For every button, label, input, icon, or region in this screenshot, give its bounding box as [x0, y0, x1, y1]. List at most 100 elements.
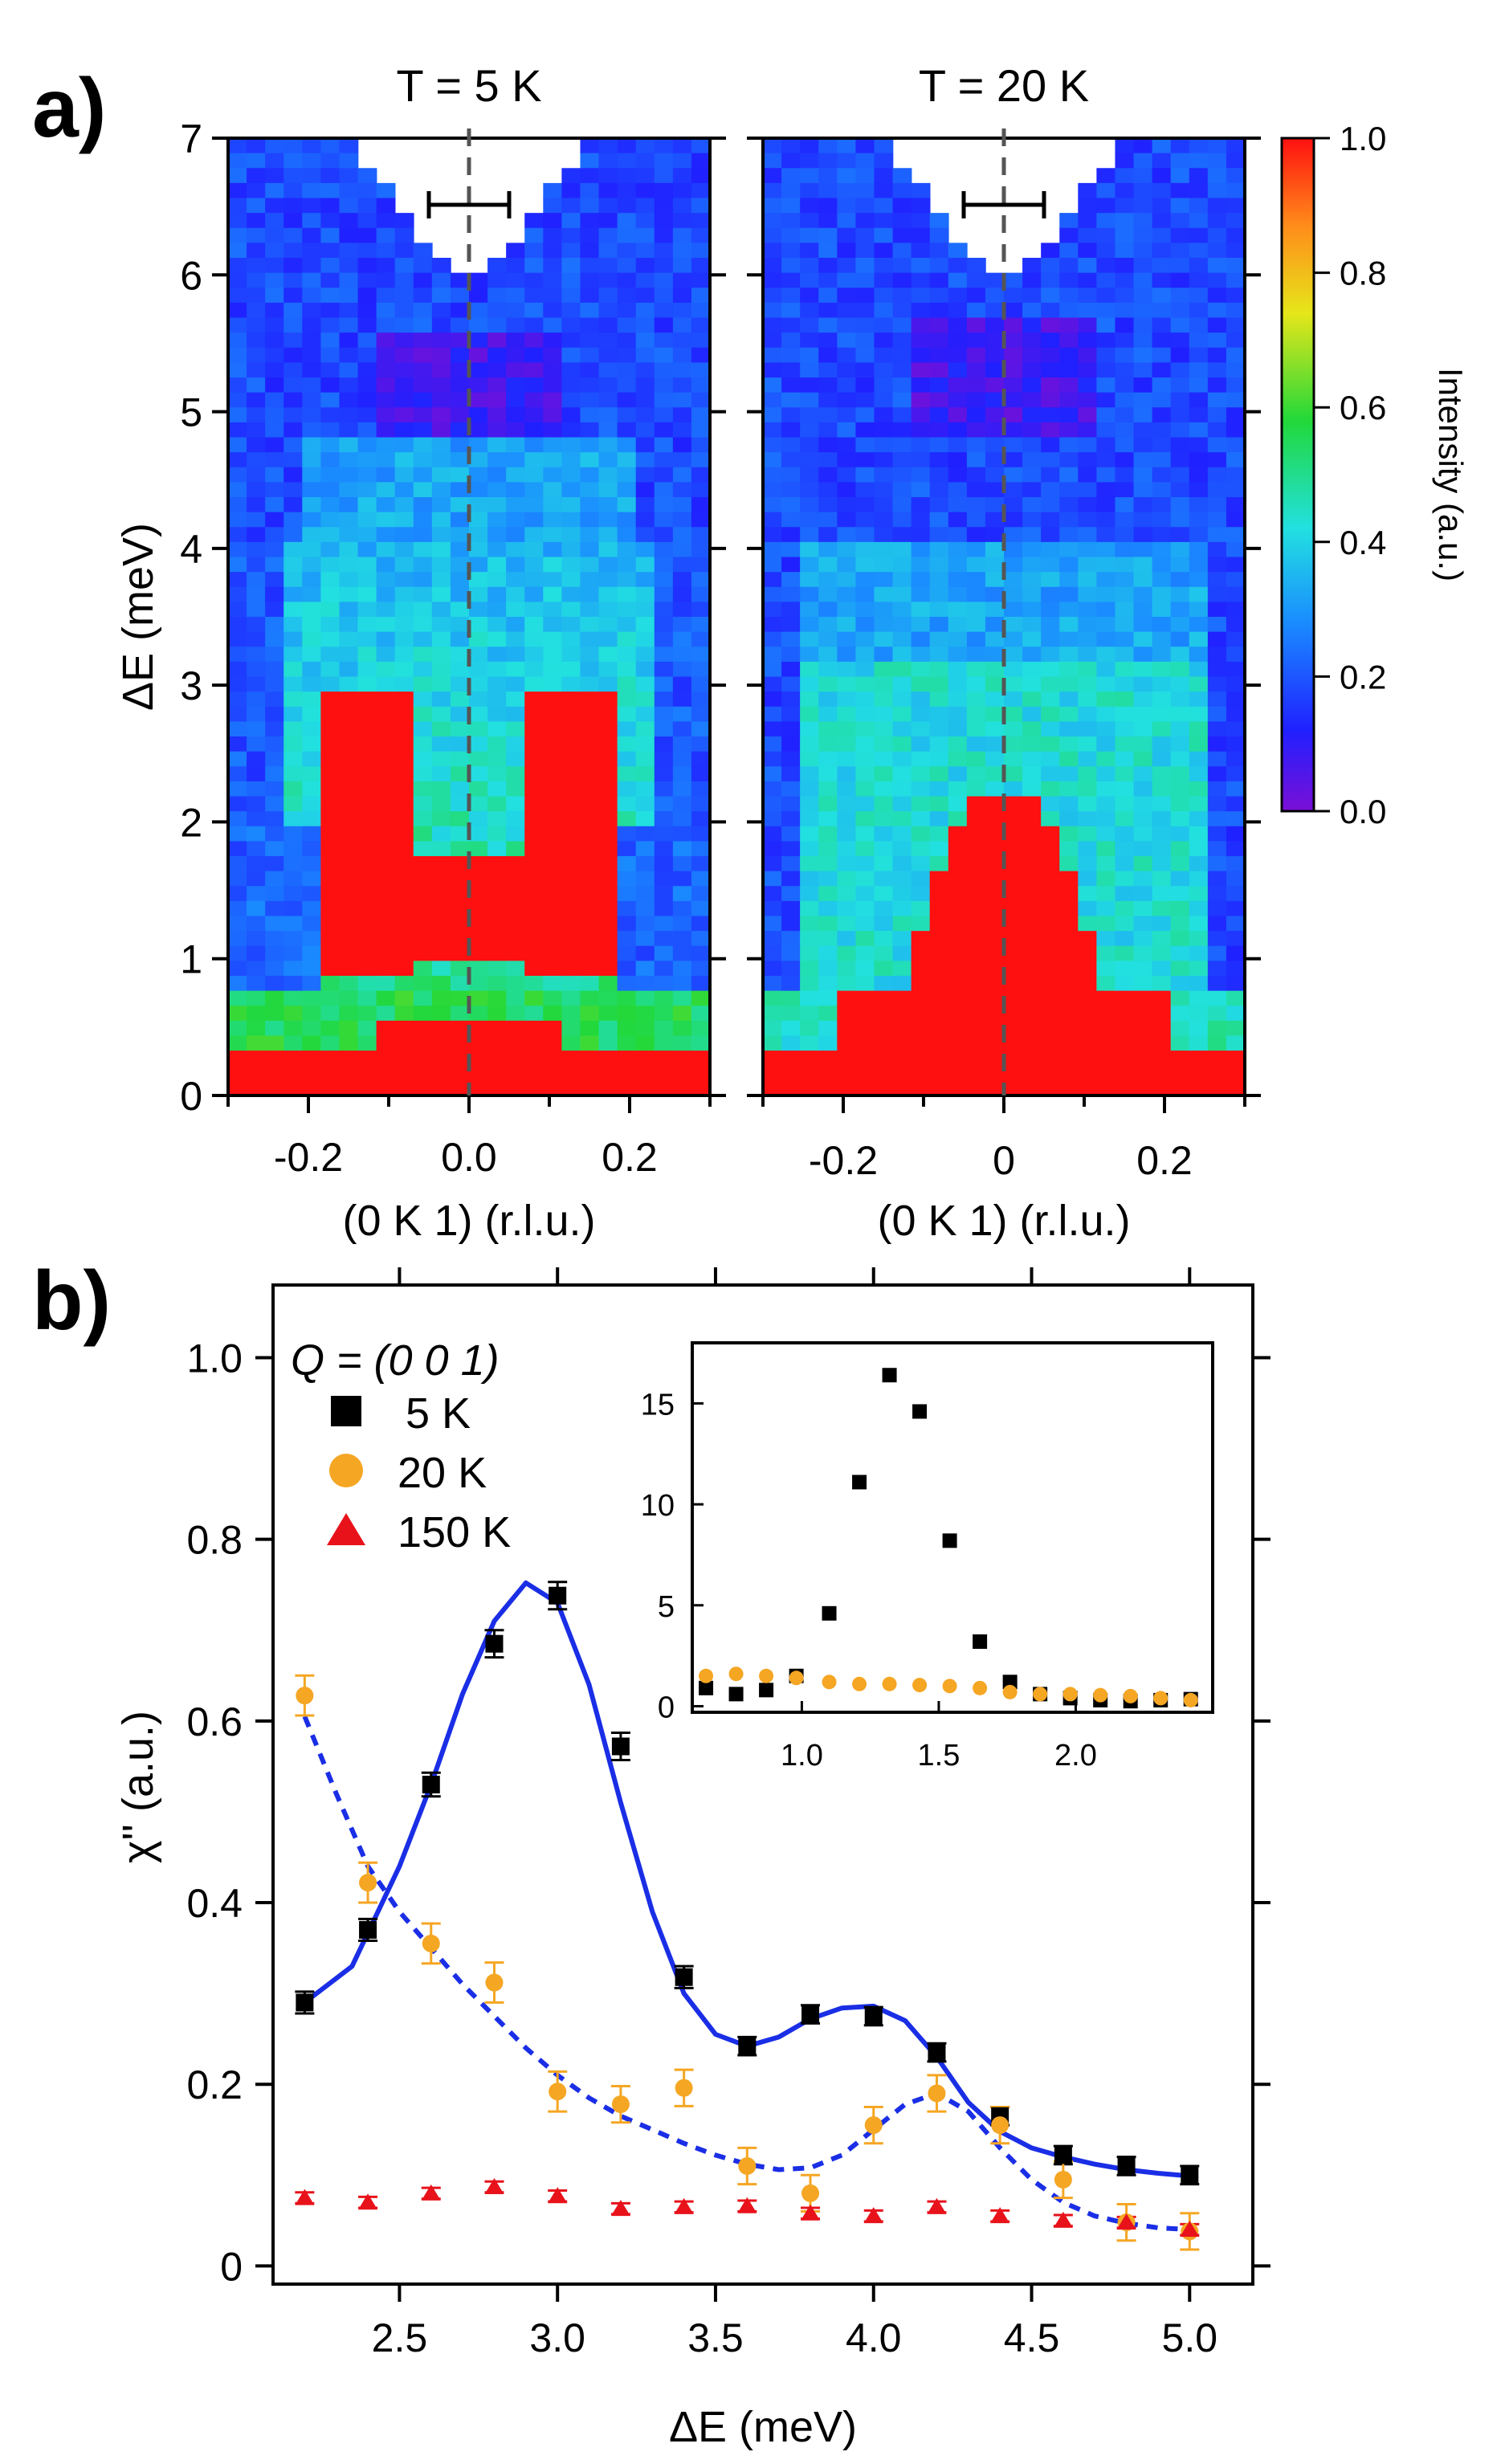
heatmap-cell	[598, 1080, 618, 1096]
heatmap-cell	[855, 332, 875, 349]
heatmap-cell	[874, 1020, 894, 1037]
heatmap-cell	[654, 258, 674, 274]
heatmap-cell	[966, 258, 986, 274]
heatmap-cell	[320, 362, 341, 378]
heatmap-cell	[228, 976, 247, 992]
heatmap-cell	[543, 751, 563, 768]
heatmap-cell	[543, 422, 563, 439]
heatmap-cell	[892, 407, 912, 423]
heatmap-cell	[376, 602, 396, 618]
point-5k	[738, 2037, 757, 2055]
heatmap-cell	[837, 332, 857, 349]
heatmap-cell	[1059, 302, 1079, 319]
heatmap-cell	[874, 886, 894, 902]
heatmap-cell	[265, 138, 285, 154]
heatmap-cell	[855, 706, 875, 723]
heatmap-cell	[1022, 437, 1042, 453]
heatmap-cell	[1096, 706, 1116, 723]
heatmap-cell	[1133, 452, 1153, 468]
heatmap-cell	[672, 138, 692, 154]
heatmap-cell	[1152, 288, 1172, 304]
heatmap-cell	[487, 647, 507, 663]
heatmap-cell	[1133, 811, 1153, 827]
heatmap-cell	[450, 557, 470, 573]
heatmap-cell	[265, 721, 285, 737]
heatmap-cell	[487, 497, 507, 513]
heatmap-cell	[874, 362, 894, 378]
heatmap-cell	[598, 900, 618, 917]
heatmap-cell	[929, 691, 949, 708]
heatmap-cell	[450, 407, 470, 423]
heatmap-cell	[247, 392, 266, 409]
heatmap-cell	[580, 198, 600, 214]
heatmap-cell	[1059, 258, 1079, 274]
heatmap-cell	[247, 617, 266, 633]
heatmap-cell	[948, 1065, 968, 1082]
heatmap-cell	[487, 736, 507, 753]
heatmap-cell	[1059, 856, 1079, 872]
heatmap-cell	[948, 302, 968, 319]
heatmap-cell	[283, 617, 304, 633]
heatmap-cell	[635, 886, 655, 902]
heatmap-cell	[394, 497, 414, 513]
heatmap-cell	[654, 168, 674, 184]
heatmap-cell	[450, 796, 470, 812]
heatmap-cell	[247, 512, 266, 528]
heatmap-cell	[394, 243, 414, 259]
heatmap-cell	[763, 1020, 782, 1037]
heatmap-cell	[837, 602, 857, 618]
heatmap-cell	[672, 422, 692, 439]
heatmap-cell	[357, 841, 377, 857]
heatmap-cell	[617, 900, 637, 917]
colorbar-tick-label: 0.8	[1340, 255, 1386, 292]
heatmap-cell	[339, 153, 359, 169]
heatmap-cell	[672, 706, 692, 723]
heatmap-cell	[376, 751, 396, 768]
heatmap-cell	[929, 332, 949, 349]
heatmap-cell	[265, 961, 285, 977]
heatmap-cell	[818, 900, 838, 917]
heatmap-cell	[1207, 527, 1227, 543]
heatmap-cell	[654, 931, 674, 947]
heatmap-cell	[506, 945, 526, 962]
heatmap-cell	[506, 332, 526, 349]
heatmap-cell	[1022, 1035, 1042, 1051]
heatmap-cell	[413, 512, 433, 528]
heatmap-cell	[302, 541, 322, 558]
heatmap-cell	[1115, 945, 1135, 962]
heatmap-cell	[1004, 961, 1023, 977]
heatmap-cell	[691, 781, 711, 798]
heatmap-cell	[1041, 617, 1061, 633]
heatmap-cell	[763, 721, 782, 737]
heatmap-cell	[1022, 871, 1042, 887]
heatmap-cell	[874, 317, 894, 333]
heatmap-cell	[320, 317, 341, 333]
heatmap-cell	[1041, 272, 1061, 289]
inset-point-20k	[882, 1676, 897, 1691]
heatmap-cell	[1004, 586, 1023, 603]
heatmap-cell	[580, 452, 600, 468]
heatmap-cell	[1170, 916, 1190, 932]
heatmap-cell	[1207, 482, 1227, 498]
heatmap-cell	[763, 527, 782, 543]
heatmap-cell	[911, 900, 931, 917]
heatmap-cell	[691, 617, 711, 633]
heatmap-cell	[1226, 1020, 1246, 1037]
heatmap-cell	[1207, 766, 1227, 782]
heatmap-cell	[1152, 647, 1172, 663]
heatmap-cell	[929, 781, 949, 798]
point-20k	[611, 2095, 630, 2114]
heatmap-cell	[672, 362, 692, 378]
heatmap-cell	[561, 871, 581, 887]
heatmap-cell	[228, 541, 247, 558]
heatmap-cell	[1207, 691, 1227, 708]
heatmap-cell	[1096, 407, 1116, 423]
heatmap-cell	[635, 945, 655, 962]
heatmap-cell	[892, 213, 912, 229]
heatmap-cell	[320, 377, 341, 394]
heatmap-cell	[892, 736, 912, 753]
heatmap-cell	[376, 990, 396, 1007]
heatmap-cell	[1226, 377, 1246, 394]
heatmap-cell	[911, 676, 931, 692]
heatmap-cell	[580, 602, 600, 618]
